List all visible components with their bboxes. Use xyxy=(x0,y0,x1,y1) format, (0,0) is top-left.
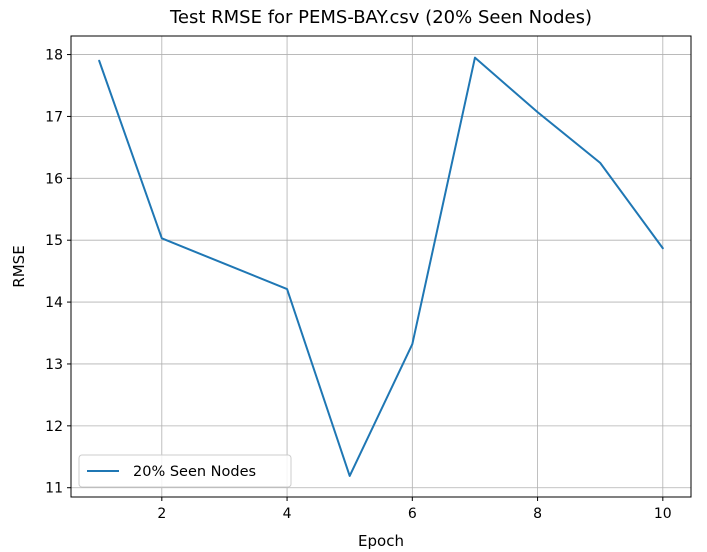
x-tick-label: 4 xyxy=(283,506,292,522)
y-tick-label: 15 xyxy=(45,233,63,249)
legend-label-20-seen-nodes: 20% Seen Nodes xyxy=(133,464,256,480)
series-line-0 xyxy=(98,56,664,477)
chart-title: Test RMSE for PEMS-BAY.csv (20% Seen Nod… xyxy=(169,7,592,28)
y-tick-label: 16 xyxy=(45,171,63,187)
x-tick-label: 2 xyxy=(157,506,166,522)
plot-area-frame xyxy=(70,35,692,498)
grid xyxy=(71,36,691,497)
x-tick-label: 10 xyxy=(654,506,672,522)
x-axis-label: Epoch xyxy=(358,532,404,550)
axis-ticks: 2 4 6 8 10 11 12 13 14 15 16 17 18 xyxy=(45,48,672,522)
legend-box xyxy=(78,454,292,488)
y-tick-label: 17 xyxy=(45,109,63,125)
legend: 20% Seen Nodes xyxy=(78,454,292,488)
y-tick-label: 18 xyxy=(45,48,63,64)
y-axis-label: RMSE xyxy=(10,245,28,287)
y-tick-label: 14 xyxy=(45,295,63,311)
x-tick-label: 6 xyxy=(408,506,417,522)
x-tick-label: 8 xyxy=(533,506,542,522)
y-tick-label: 11 xyxy=(45,481,63,497)
series-layer xyxy=(98,56,664,477)
y-tick-label: 12 xyxy=(45,419,63,435)
y-tick-label: 13 xyxy=(45,357,63,373)
